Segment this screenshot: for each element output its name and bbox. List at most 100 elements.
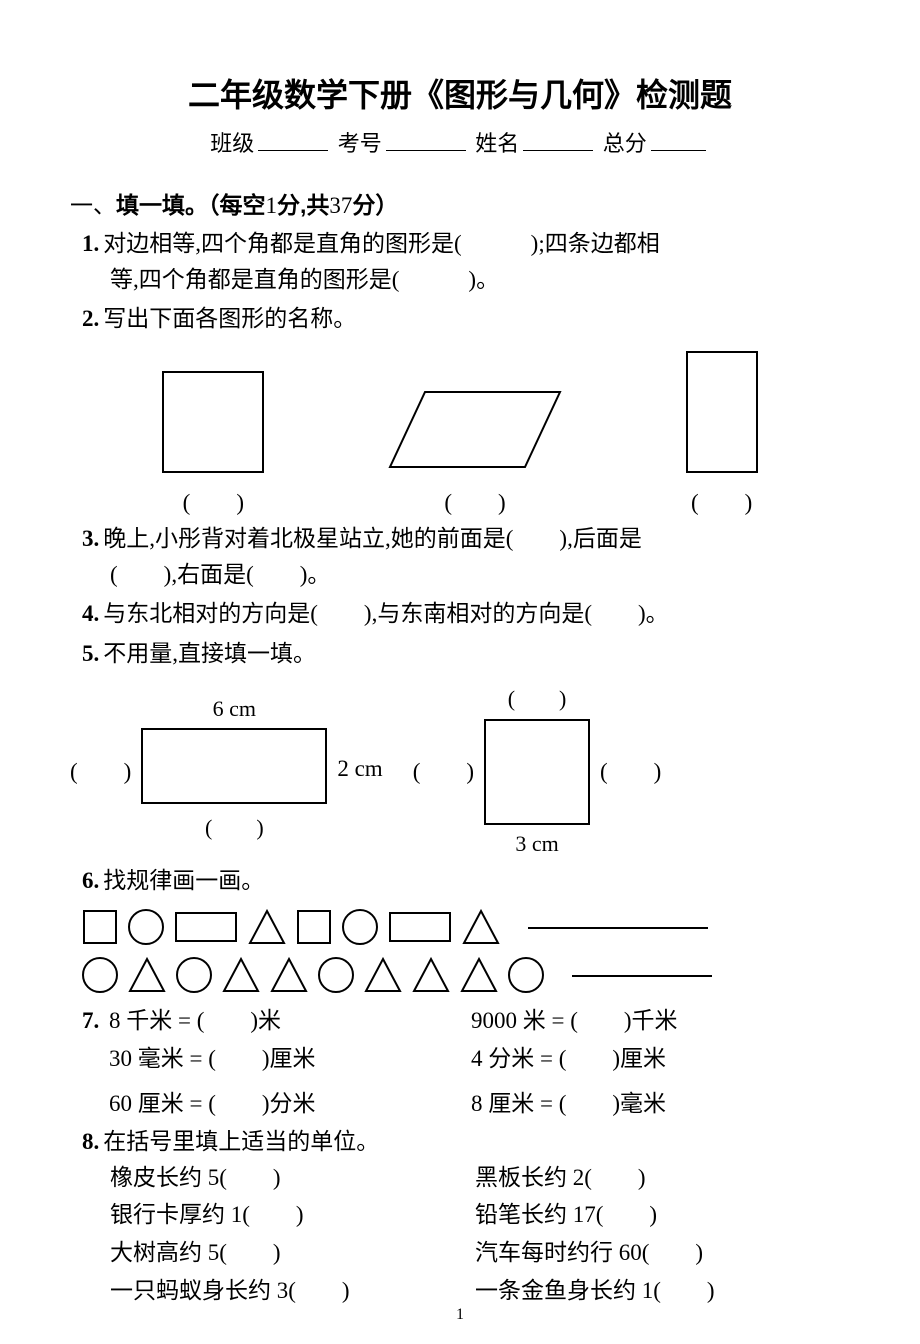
- examno-blank: [386, 128, 466, 151]
- q5-num: 5.: [82, 641, 99, 666]
- q3-text-a: 晚上,小彤背对着北极星站立,她的前面是( ),后面是: [103, 526, 642, 551]
- q7-r3: 8 厘米 = ( )毫米: [471, 1086, 833, 1122]
- q6-pattern-1: [80, 907, 860, 947]
- q2-shape-square: ( ): [158, 367, 268, 517]
- page-number: 1: [0, 1306, 920, 1324]
- question-2: 2.写出下面各图形的名称。: [110, 301, 840, 337]
- q8-l4: 一只蚂蚁身长约 3( ): [110, 1273, 475, 1309]
- triangle-icon: [268, 955, 310, 995]
- q2-num: 2.: [82, 306, 99, 331]
- section-prefix: 一、: [70, 193, 116, 218]
- q5-sq-bottom: 3 cm: [515, 831, 558, 857]
- q5-rect-right: 2 cm: [337, 756, 382, 782]
- q6-pattern-2: [80, 955, 860, 995]
- section-bold: 填一填。（每空: [116, 192, 266, 218]
- q7-left-col: 8 千米 = ( )米 30 毫米 = ( )厘米 60 厘米 = ( )分米: [109, 1003, 471, 1124]
- total-label: 总分: [603, 131, 647, 156]
- question-6: 6.找规律画一画。: [110, 863, 840, 899]
- circle-icon: [80, 955, 120, 995]
- q4-text: 与东北相对的方向是( ),与东南相对的方向是( )。: [103, 601, 668, 626]
- q5-sq-box: ( ) 3 cm: [482, 681, 592, 857]
- rect-icon: [386, 907, 454, 947]
- q5-rect-icon: [139, 726, 329, 806]
- q5-figures: ( ) 6 cm ( ) 2 cm ( ) ( ) 3 cm ( ): [70, 681, 860, 857]
- q8-l2: 银行卡厚约 1( ): [110, 1197, 475, 1233]
- q6-answer-line-2: [572, 973, 712, 977]
- class-label: 班级: [210, 131, 254, 156]
- circle-icon: [174, 955, 214, 995]
- square-icon: [294, 907, 334, 947]
- q8-r4: 一条金鱼身长约 1( ): [475, 1273, 840, 1309]
- q7-num: 7.: [82, 1008, 99, 1033]
- square-icon: [158, 367, 268, 477]
- triangle-icon: [410, 955, 452, 995]
- q6-answer-line-1: [528, 925, 708, 929]
- q8-left-col: 橡皮长约 5( ) 银行卡厚约 1( ) 大树高约 5( ) 一只蚂蚁身长约 3…: [110, 1160, 475, 1311]
- q7-r1: 9000 米 = ( )千米: [471, 1003, 833, 1039]
- section-1-heading: 一、填一填。（每空1分,共37分）: [70, 186, 860, 220]
- q7-l3: 60 厘米 = ( )分米: [109, 1086, 471, 1122]
- meta-line: 班级 考号 姓名 总分: [60, 126, 860, 158]
- square-icon: [80, 907, 120, 947]
- q7-l1: 8 千米 = ( )米: [109, 1003, 471, 1039]
- section-suffix: 分）: [352, 192, 398, 218]
- q6-num: 6.: [82, 868, 99, 893]
- circle-icon: [506, 955, 546, 995]
- q2-label-3: ( ): [682, 483, 762, 517]
- q8-num: 8.: [82, 1129, 99, 1154]
- q8-r1: 黑板长约 2( ): [475, 1160, 840, 1196]
- q7-l2: 30 毫米 = ( )厘米: [109, 1041, 471, 1077]
- class-blank: [258, 128, 328, 151]
- q8-l3: 大树高约 5( ): [110, 1235, 475, 1271]
- q5-text: 不用量,直接填一填。: [103, 641, 316, 666]
- q4-num: 4.: [82, 601, 99, 626]
- q5-sq-icon: [482, 717, 592, 827]
- q8-l1: 橡皮长约 5( ): [110, 1160, 475, 1196]
- circle-icon: [316, 955, 356, 995]
- rect-icon: [172, 907, 240, 947]
- section-point: 1: [266, 193, 278, 218]
- total-blank: [651, 128, 706, 151]
- question-4: 4.与东北相对的方向是( ),与东南相对的方向是( )。: [110, 596, 840, 632]
- q6-text: 找规律画一画。: [103, 868, 264, 893]
- q2-shape-rectangle: ( ): [682, 347, 762, 517]
- q2-text: 写出下面各图形的名称。: [103, 306, 356, 331]
- q2-label-2: ( ): [385, 483, 565, 517]
- q1-num: 1.: [82, 231, 99, 256]
- q7-r2: 4 分米 = ( )厘米: [471, 1041, 833, 1077]
- q5-rect-box: 6 cm ( ): [139, 696, 329, 842]
- triangle-icon: [246, 907, 288, 947]
- q8-text: 在括号里填上适当的单位。: [103, 1129, 379, 1154]
- q5-rect-group: ( ) 6 cm ( ) 2 cm: [70, 696, 383, 842]
- rectangle-icon: [682, 347, 762, 477]
- question-8: 8.在括号里填上适当的单位。 橡皮长约 5( ) 银行卡厚约 1( ) 大树高约…: [110, 1124, 840, 1310]
- name-label: 姓名: [475, 131, 519, 156]
- circle-icon: [340, 907, 380, 947]
- q5-rect-bottom-paren: ( ): [205, 810, 264, 842]
- triangle-icon: [220, 955, 262, 995]
- q5-rect-left-paren: ( ): [70, 752, 131, 786]
- q1-text-a: 对边相等,四个角都是直角的图形是( );四条边都相: [103, 231, 659, 256]
- q5-square-group: ( ) ( ) 3 cm ( ): [413, 681, 662, 857]
- q2-shape-parallelogram: ( ): [385, 387, 565, 517]
- name-blank: [523, 128, 593, 151]
- triangle-icon: [458, 955, 500, 995]
- q5-sq-left-paren: ( ): [413, 752, 474, 786]
- q8-r3: 汽车每时约行 60( ): [475, 1235, 840, 1271]
- question-3: 3.晚上,小彤背对着北极星站立,她的前面是( ),后面是 ( ),右面是( )。: [110, 521, 840, 592]
- q1-text-b: 等,四个角都是直角的图形是( )。: [110, 267, 499, 292]
- circle-icon: [126, 907, 166, 947]
- examno-label: 考号: [338, 131, 382, 156]
- question-7: 7. 8 千米 = ( )米 30 毫米 = ( )厘米 60 厘米 = ( )…: [110, 1003, 840, 1124]
- q5-rect-top: 6 cm: [213, 696, 256, 722]
- q7-right-col: 9000 米 = ( )千米 4 分米 = ( )厘米 8 厘米 = ( )毫米: [471, 1003, 833, 1124]
- question-1: 1.对边相等,四个角都是直角的图形是( );四条边都相 等,四个角都是直角的图形…: [110, 226, 840, 297]
- triangle-icon: [126, 955, 168, 995]
- parallelogram-icon: [385, 387, 565, 477]
- q5-sq-top-paren: ( ): [508, 681, 567, 713]
- q8-r2: 铅笔长约 17( ): [475, 1197, 840, 1233]
- q5-sq-right-paren: ( ): [600, 752, 661, 786]
- worksheet-page: 二年级数学下册《图形与几何》检测题 班级 考号 姓名 总分 一、填一填。（每空1…: [0, 0, 920, 1344]
- page-title: 二年级数学下册《图形与几何》检测题: [60, 70, 860, 116]
- triangle-icon: [362, 955, 404, 995]
